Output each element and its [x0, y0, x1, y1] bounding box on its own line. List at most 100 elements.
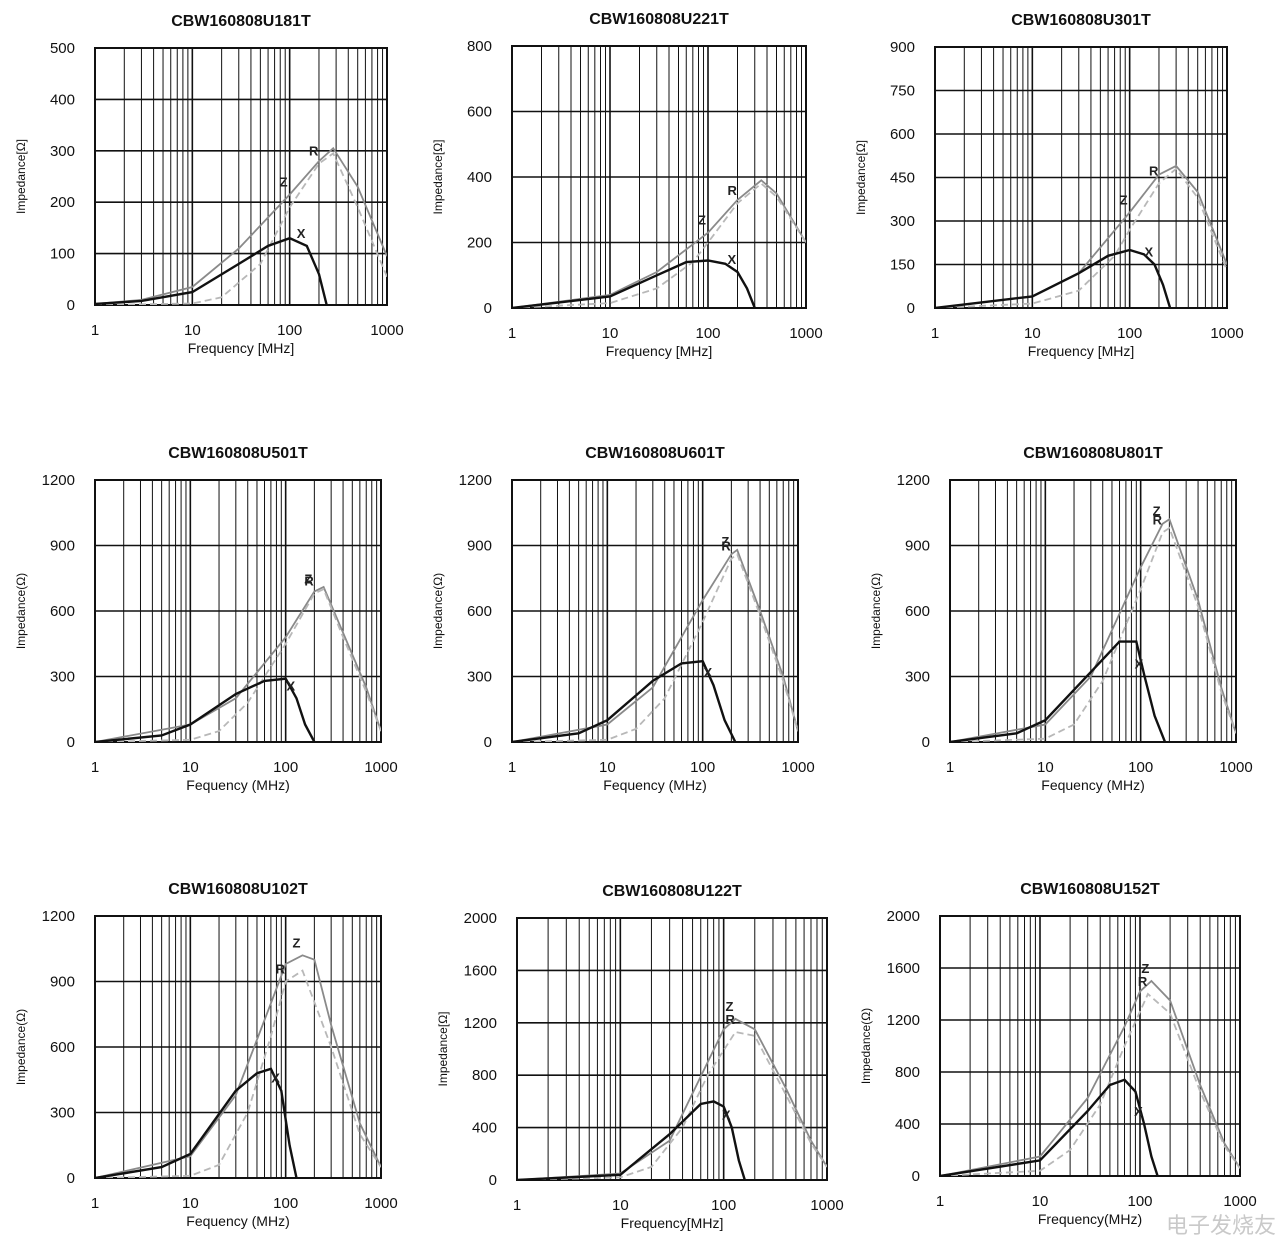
y-tick-label: 0 — [67, 1170, 75, 1187]
y-tick-label: 800 — [467, 38, 492, 55]
curve-label-x: X — [287, 678, 296, 693]
y-tick-label: 600 — [50, 1039, 75, 1056]
curve-label-r: R — [304, 574, 314, 589]
series-line-r — [95, 152, 387, 305]
x-tick-label: 1 — [931, 325, 939, 342]
curve-label-z: Z — [725, 999, 733, 1014]
plot-frame — [511, 479, 799, 743]
curve-label-x: X — [271, 1071, 280, 1086]
series-line-z — [950, 517, 1236, 742]
y-axis-label: Impedance[Ω] — [14, 139, 28, 214]
x-axis-label: Fequency (MHz) — [186, 777, 289, 793]
curve-label-z: Z — [1153, 504, 1161, 519]
x-axis-label: Frequency [MHz] — [188, 340, 295, 356]
plot-frame — [511, 45, 807, 309]
series-line-x — [517, 1100, 746, 1180]
series-line-z — [512, 179, 806, 308]
x-tick-label: 1000 — [781, 759, 814, 776]
series-line-x — [95, 236, 328, 305]
chart-4: CBW160808U501T 0 300 600 900 1200 1 10 100 1000 Fe… — [14, 445, 398, 793]
curve-label-x: X — [728, 252, 737, 267]
curve-label-r: R — [1138, 974, 1148, 989]
y-tick-label: 800 — [895, 1064, 920, 1081]
chart-title: CBW160808U801T — [1023, 445, 1163, 462]
y-tick-label: 600 — [890, 126, 915, 143]
y-tick-label: 400 — [467, 169, 492, 186]
x-tick-label: 100 — [711, 1197, 736, 1214]
x-tick-label: 10 — [612, 1197, 629, 1214]
y-axis-label: Impedance[Ω] — [431, 139, 445, 214]
x-tick-label: 100 — [1128, 759, 1153, 776]
x-tick-label: 100 — [1127, 1193, 1152, 1210]
x-axis-label: Frequency [MHz] — [1028, 343, 1135, 359]
y-tick-label: 0 — [489, 1172, 497, 1189]
y-tick-label: 0 — [907, 300, 915, 317]
x-axis-label: Fequency (MHz) — [1041, 777, 1144, 793]
curve-label-z: Z — [304, 571, 312, 586]
y-tick-label: 300 — [50, 669, 75, 686]
x-tick-label: 1000 — [370, 322, 403, 339]
x-tick-label: 1 — [91, 759, 99, 776]
x-tick-label: 100 — [277, 322, 302, 339]
y-tick-label: 300 — [905, 669, 930, 686]
y-tick-label: 2000 — [464, 910, 497, 927]
y-tick-label: 900 — [905, 538, 930, 555]
series-line-r — [95, 587, 381, 742]
chart-5: CBW160808U601T 0 300 600 900 1200 1 10 100 1000 Fe… — [431, 445, 815, 793]
y-tick-label: 0 — [484, 734, 492, 751]
y-tick-label: 450 — [890, 170, 915, 187]
y-axis-label: Impedance[Ω] — [436, 1011, 450, 1086]
x-tick-label: 100 — [273, 1195, 298, 1212]
series-line-r — [95, 969, 381, 1178]
chart-title: CBW160808U122T — [602, 883, 742, 900]
series-line-z — [517, 1017, 827, 1180]
x-tick-label: 10 — [182, 759, 199, 776]
y-tick-label: 600 — [467, 104, 492, 121]
y-tick-label: 1200 — [42, 472, 75, 489]
x-tick-label: 1000 — [1210, 325, 1243, 342]
chart-title: CBW160808U501T — [168, 445, 308, 462]
plot-frame — [94, 47, 388, 306]
y-tick-label: 900 — [467, 538, 492, 555]
plot-frame — [939, 915, 1241, 1177]
curve-label-r: R — [728, 183, 738, 198]
series-line-z — [512, 548, 798, 742]
curve-label-x: X — [1145, 245, 1154, 260]
y-axis-label: Impedance(Ω) — [431, 573, 445, 649]
y-tick-label: 1200 — [459, 472, 492, 489]
chart-title: CBW160808U102T — [168, 881, 308, 898]
y-tick-label: 300 — [50, 143, 75, 160]
curve-label-z: Z — [698, 213, 706, 228]
y-tick-label: 0 — [67, 734, 75, 751]
series-line-r — [517, 1030, 827, 1180]
series-line-z — [940, 979, 1240, 1176]
y-tick-label: 400 — [895, 1116, 920, 1133]
x-tick-label: 1 — [946, 759, 954, 776]
y-tick-label: 200 — [467, 235, 492, 252]
y-tick-label: 2000 — [887, 908, 920, 925]
chart-title: CBW160808U301T — [1011, 12, 1151, 29]
plot-frame — [516, 917, 828, 1181]
y-tick-label: 1200 — [42, 908, 75, 925]
x-tick-label: 1000 — [789, 325, 822, 342]
series-line-r — [512, 552, 798, 742]
x-tick-label: 10 — [1032, 1193, 1049, 1210]
x-axis-label: Frequency [MHz] — [606, 343, 713, 359]
series-line-z — [95, 954, 381, 1178]
y-axis-label: Impedance(Ω) — [14, 1009, 28, 1085]
curve-label-x: X — [704, 665, 713, 680]
plot-frame — [94, 479, 382, 743]
y-tick-label: 400 — [472, 1120, 497, 1137]
series-line-r — [940, 992, 1240, 1176]
series-line-x — [95, 677, 316, 742]
plot-frame — [94, 915, 382, 1179]
y-tick-label: 0 — [67, 297, 75, 314]
series-line-x — [512, 659, 737, 742]
series-line-r — [935, 167, 1227, 308]
x-axis-label: Fequency (MHz) — [603, 777, 706, 793]
curve-label-r: R — [276, 962, 286, 977]
x-tick-label: 10 — [1024, 325, 1041, 342]
y-tick-label: 800 — [472, 1067, 497, 1084]
x-tick-label: 1000 — [1223, 1193, 1256, 1210]
chart-title: CBW160808U601T — [585, 445, 725, 462]
